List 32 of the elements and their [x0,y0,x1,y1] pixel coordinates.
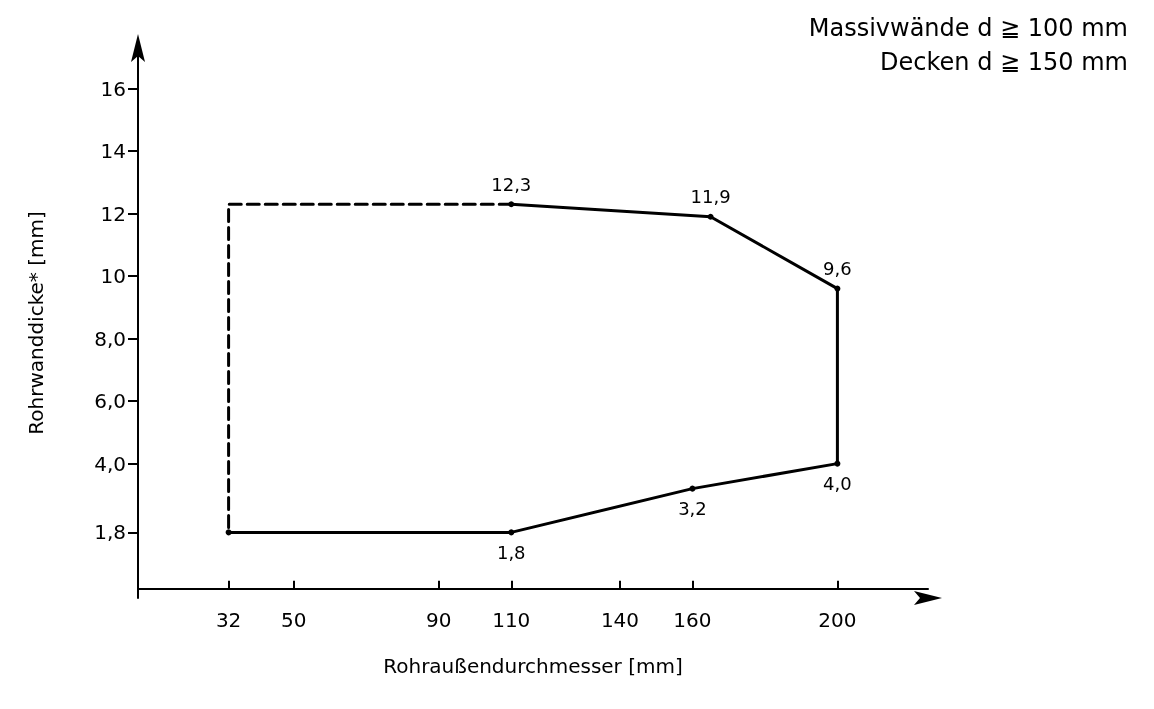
x-tick-label: 50 [281,608,307,632]
y-axis-title: Rohrwanddicke* [mm] [24,211,48,435]
point [508,529,515,536]
point [707,213,714,220]
y-tick-label: 14 [100,139,126,164]
data-label: 12,3 [491,173,532,195]
x-tick-label: 160 [673,608,712,632]
x-tick-label: 110 [492,608,531,632]
point [225,529,232,536]
x-axis-title: Rohraußendurchmesser [mm] [383,654,683,678]
point [689,485,696,492]
annotation: Decken d ≧ 150 mm [880,48,1128,76]
x-tick-label: 32 [215,608,242,632]
y-tick-label: 1,8 [94,520,126,545]
data-label: 9,6 [823,258,852,280]
x-tick-label: 200 [818,608,857,632]
point [508,201,515,208]
x-tick-label: 140 [600,608,640,632]
y-tick-label: 12 [100,201,126,226]
text: Massivwände d ≧ 100 mm [808,14,1128,42]
y-tick-label: 16 [100,76,126,101]
data-label: 4,0 [823,473,852,495]
y-tick-label: 10 [100,264,126,289]
x-tick-label: 90 [426,608,452,632]
y-tick-label: 8,0 [94,326,126,351]
y-tick-label: 4,0 [94,451,126,476]
point [834,285,841,292]
point [834,460,841,467]
data-label: 3,2 [678,498,707,520]
data-label: 1,8 [496,541,526,563]
data-label: 11,9 [690,186,731,208]
y-tick-label: 6,0 [94,389,126,414]
